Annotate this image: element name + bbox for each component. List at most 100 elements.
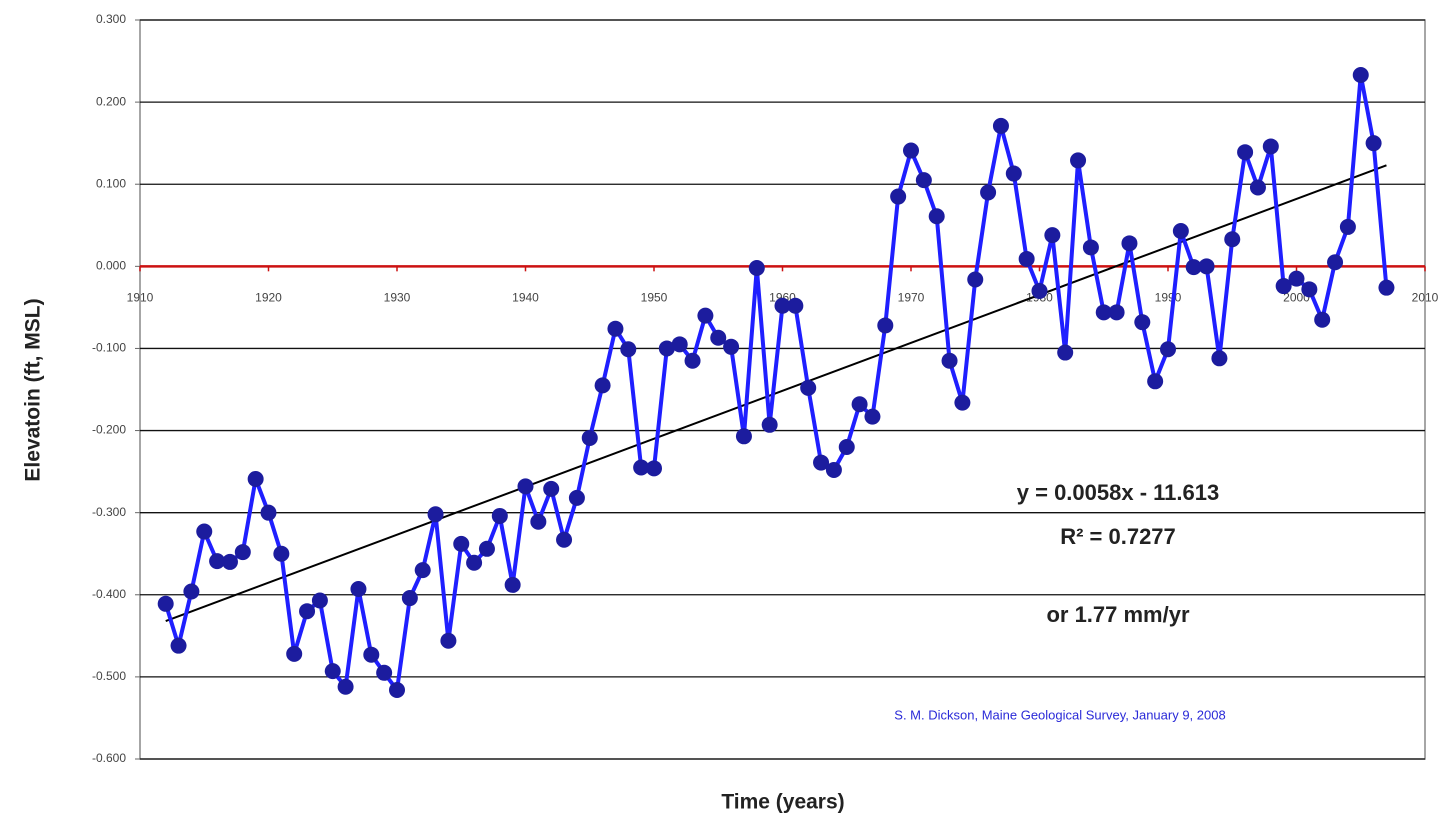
data-point [1378,279,1395,296]
annotation: y = 0.0058x - 11.613 [1017,480,1219,505]
x-tick-label: 1950 [641,291,668,305]
data-point [543,480,560,497]
data-point [800,379,817,396]
data-point [1057,344,1074,361]
data-point [273,545,290,562]
data-point [748,259,765,276]
data-point [967,271,984,288]
data-point [530,513,547,530]
x-tick-label: 1930 [384,291,411,305]
data-point [992,117,1009,134]
y-tick-label: -0.600 [92,751,126,765]
data-point [401,590,418,607]
y-tick-label: 0.000 [96,259,126,273]
x-tick-label: 1970 [898,291,925,305]
data-point [607,320,624,337]
data-point [324,663,341,680]
data-point [646,460,662,477]
data-point [1031,282,1048,299]
data-point [954,394,971,411]
data-point [1249,179,1266,196]
data-point [980,184,997,201]
y-tick-label: -0.300 [92,505,126,519]
data-point [903,142,919,159]
y-tick-label: 0.100 [96,176,126,190]
data-point [196,523,213,540]
data-point [247,471,264,488]
data-point [1211,350,1228,367]
data-point [183,583,200,600]
data-point [761,416,778,433]
data-point [890,188,907,205]
x-tick-label: 1990 [1155,291,1182,305]
data-point [221,553,238,570]
data-point [260,504,277,521]
data-point [1070,152,1087,169]
data-point [363,646,380,663]
x-tick-label: 1940 [512,291,539,305]
data-point [1005,165,1022,182]
annotation: or 1.77 mm/yr [1046,602,1190,627]
data-point [1237,144,1254,161]
data-point [1185,259,1202,276]
data-point [209,553,226,570]
data-point [286,645,303,662]
data-point [504,576,521,593]
data-point [1134,314,1151,331]
data-point [928,208,945,225]
data-point [1365,135,1382,152]
data-point [838,438,855,455]
data-point [299,603,316,620]
data-point [466,554,483,571]
data-point [633,459,650,476]
data-point [1121,235,1138,252]
data-point [350,581,367,598]
y-tick-label: -0.400 [92,587,126,601]
data-point [941,352,958,369]
data-point [556,531,573,548]
data-point [453,535,470,552]
data-point [1018,250,1035,267]
data-point [723,338,740,355]
x-tick-label: 1920 [255,291,282,305]
annotation: R² = 0.7277 [1060,524,1176,549]
y-tick-label: -0.500 [92,669,126,683]
data-point [234,544,251,561]
data-point [697,307,714,324]
data-point [877,317,894,334]
data-point [170,637,187,654]
data-point [1327,254,1344,271]
data-point [684,352,701,369]
x-axis-title: Time (years) [721,791,844,814]
data-point [1044,227,1061,244]
data-point [710,329,727,346]
data-point [735,428,752,445]
data-point [440,632,457,649]
data-point [517,478,534,495]
data-point [491,507,508,524]
data-point [414,562,431,579]
data-point [478,540,495,557]
data-point [581,429,598,446]
data-point [594,377,611,394]
data-point [1198,258,1215,275]
data-point [774,297,791,314]
y-axis-title: Elevatoin (ft, MSL) [22,298,45,481]
x-tick-label: 2010 [1412,291,1439,305]
data-point [1160,341,1176,358]
data-point [813,454,830,471]
data-point [1301,281,1318,298]
data-point [864,408,881,425]
data-point [671,336,688,353]
data-point [1288,270,1305,287]
y-tick-label: 0.200 [96,94,126,108]
data-point [851,396,868,413]
data-point [1082,239,1099,256]
data-point [915,172,932,189]
data-point [1314,311,1331,328]
data-point [620,341,637,358]
data-point [157,595,174,612]
data-point [337,678,354,695]
data-point [568,489,585,506]
data-point [787,297,804,314]
